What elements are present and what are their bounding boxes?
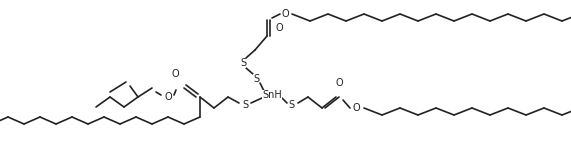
Text: S: S: [253, 74, 259, 84]
Text: O: O: [275, 23, 283, 33]
Text: S: S: [240, 58, 246, 68]
Text: O: O: [164, 92, 172, 102]
Text: SnH: SnH: [262, 90, 282, 100]
Text: O: O: [171, 69, 179, 79]
Text: S: S: [242, 100, 248, 110]
Text: S: S: [288, 100, 294, 110]
Text: O: O: [352, 103, 360, 113]
Text: O: O: [281, 9, 289, 19]
Text: O: O: [335, 78, 343, 88]
